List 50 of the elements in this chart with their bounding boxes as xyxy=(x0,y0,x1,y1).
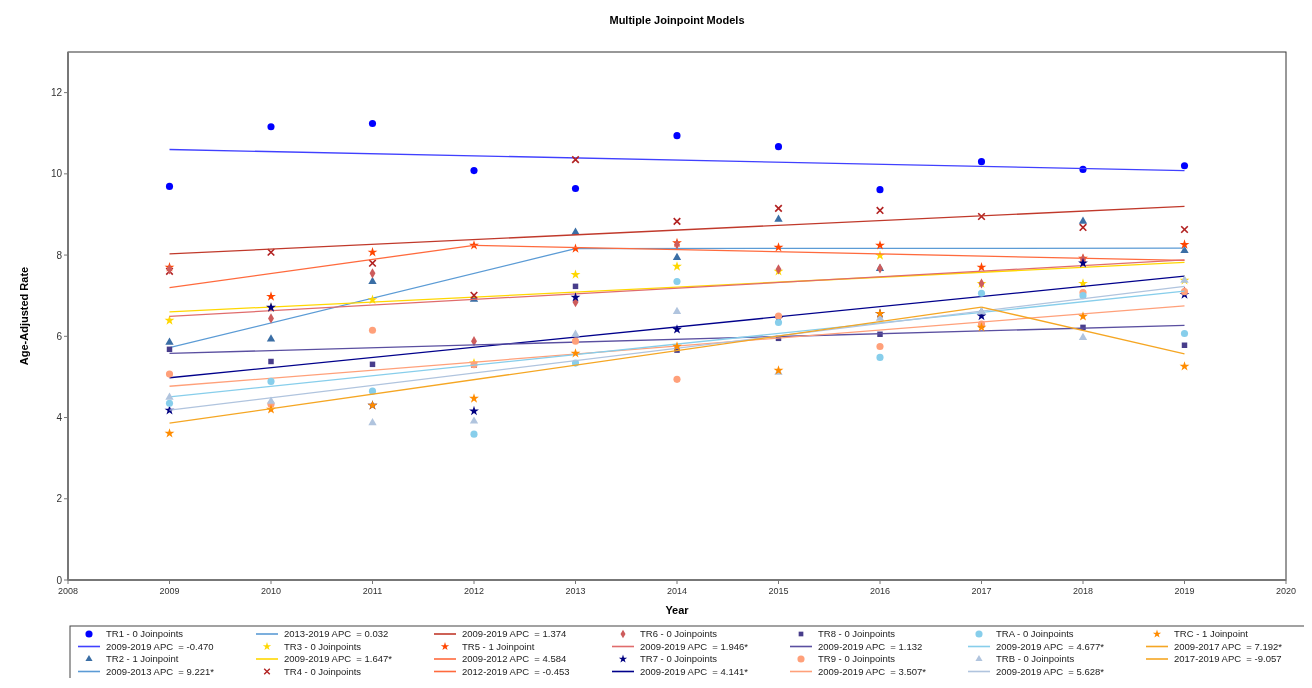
legend-label: 2009-2019 APC = 1.132 xyxy=(818,640,923,652)
legend-label: 2009-2019 APC = 4.141* xyxy=(640,665,749,677)
x-tick-label: 2014 xyxy=(666,586,688,596)
x-tick-label: 2018 xyxy=(1072,586,1094,596)
legend-label: 2009-2013 APC = 9.221* xyxy=(106,665,215,677)
legend-label: 2009-2017 APC = 7.192* xyxy=(1174,640,1283,652)
x-tick-label: 2010 xyxy=(260,586,282,596)
x-tick-label: 2019 xyxy=(1174,586,1195,596)
legend-label: TRC - 1 Joinpoint xyxy=(1174,628,1249,640)
legend-label: 2009-2019 APC = 3.507* xyxy=(818,665,927,677)
y-tick-label: 10 xyxy=(50,168,63,180)
legend-label: 2009-2019 APC = 1.647* xyxy=(284,653,393,665)
legend-label: 2009-2019 APC = -0.470 xyxy=(106,640,214,652)
y-tick-label: 8 xyxy=(56,249,63,261)
legend-label: 2013-2019 APC = 0.032 xyxy=(284,628,389,640)
legend-label: TRA - 0 Joinpoints xyxy=(996,628,1074,640)
x-tick-label: 2015 xyxy=(768,586,789,596)
x-tick-label: 2016 xyxy=(869,586,891,596)
x-axis-title: Year xyxy=(665,604,690,616)
y-tick-label: 12 xyxy=(50,87,63,99)
legend-label: TR1 - 0 Joinpoints xyxy=(106,628,184,640)
y-tick-label: 0 xyxy=(56,574,63,586)
legend-label: 2017-2019 APC = -9.057 xyxy=(1174,653,1282,665)
x-tick-label: 2020 xyxy=(1275,586,1297,596)
chart-title: Multiple Joinpoint Models xyxy=(609,14,745,26)
x-tick-label: 2008 xyxy=(57,586,79,596)
x-tick-label: 2013 xyxy=(565,586,586,596)
y-tick-label: 6 xyxy=(56,330,63,342)
legend-label: TR2 - 1 Joinpoint xyxy=(106,653,179,665)
y-tick-label: 4 xyxy=(56,412,63,424)
legend-label: 2009-2019 APC = 4.677* xyxy=(996,640,1105,652)
x-tick-label: 2012 xyxy=(463,586,485,596)
legend-label: TR3 - 0 Joinpoints xyxy=(284,640,362,652)
legend-label: 2012-2019 APC = -0.453 xyxy=(462,665,570,677)
x-tick-label: 2017 xyxy=(971,586,992,596)
legend-label: TR4 - 0 Joinpoints xyxy=(284,665,362,677)
x-tick-label: 2011 xyxy=(362,586,383,596)
y-axis-title: Age-Adjusted Rate xyxy=(18,266,30,366)
legend-label: 2009-2012 APC = 4.584 xyxy=(462,653,567,665)
legend-label: 2009-2019 APC = 1.374 xyxy=(462,628,567,640)
legend-label: TR8 - 0 Joinpoints xyxy=(818,628,896,640)
legend-label: TR7 - 0 Joinpoints xyxy=(640,653,718,665)
y-tick-label: 2 xyxy=(56,493,63,505)
x-tick-label: 2009 xyxy=(159,586,180,596)
legend-label: TRB - 0 Joinpoints xyxy=(996,653,1075,665)
legend-label: TR6 - 0 Joinpoints xyxy=(640,628,718,640)
legend-label: TR9 - 0 Joinpoints xyxy=(818,653,896,665)
legend-label: 2009-2019 APC = 1.946* xyxy=(640,640,749,652)
legend-label: TR5 - 1 Joinpoint xyxy=(462,640,535,652)
legend-label: 2009-2019 APC = 5.628* xyxy=(996,665,1105,677)
